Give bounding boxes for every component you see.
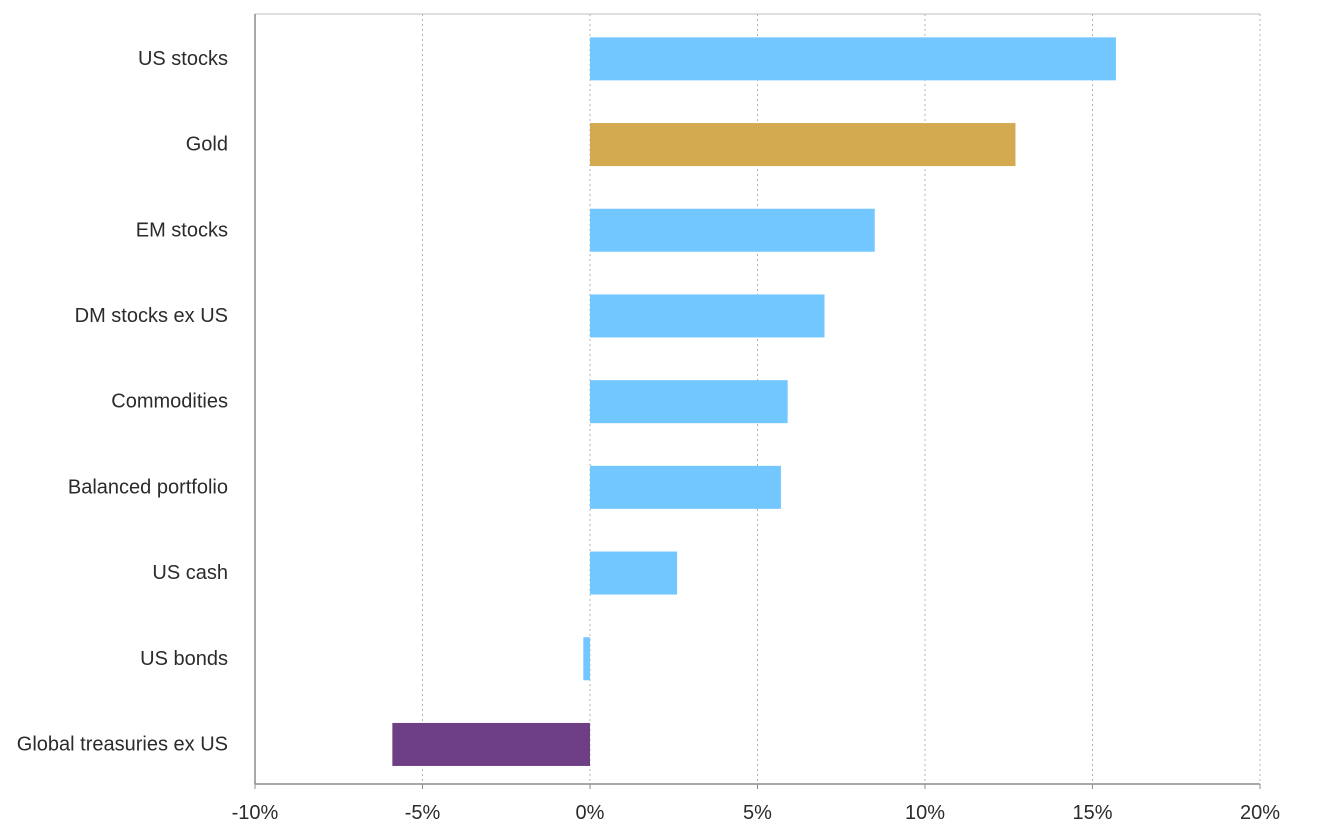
bar-dm-stocks-ex-us xyxy=(590,294,825,338)
x-tick-label: 15% xyxy=(1072,802,1112,824)
bar-us-cash xyxy=(590,551,678,595)
category-label: US stocks xyxy=(138,48,228,70)
x-tick-labels: -10% -5% 0% 5% 10% 15% 20% xyxy=(232,802,1281,824)
bar-gold xyxy=(590,123,1016,167)
category-label: Gold xyxy=(186,134,228,156)
bar-us-stocks xyxy=(590,37,1116,81)
category-label: US cash xyxy=(152,562,228,584)
category-labels: US stocks Gold EM stocks DM stocks ex US Com… xyxy=(17,48,228,756)
x-tick-label: -5% xyxy=(405,802,441,824)
bar-balanced-portfolio xyxy=(590,465,781,509)
bars xyxy=(392,37,1116,766)
category-label: EM stocks xyxy=(136,219,228,241)
category-label: Global treasuries ex US xyxy=(17,733,228,755)
bar-commodities xyxy=(590,380,788,424)
bar-global-treasuries-ex-us xyxy=(392,722,590,766)
bar-us-bonds xyxy=(583,637,590,681)
category-label: DM stocks ex US xyxy=(75,305,228,327)
category-label: Balanced portfolio xyxy=(68,476,228,498)
x-tick-label: 5% xyxy=(743,802,772,824)
category-label: Commodities xyxy=(111,391,228,413)
x-tick-label: 10% xyxy=(905,802,945,824)
bar-em-stocks xyxy=(590,208,875,252)
x-tick-label: 20% xyxy=(1240,802,1280,824)
x-tick-label: 0% xyxy=(576,802,605,824)
category-label: US bonds xyxy=(140,648,228,670)
x-tick-label: -10% xyxy=(232,802,279,824)
axes xyxy=(254,13,1261,789)
